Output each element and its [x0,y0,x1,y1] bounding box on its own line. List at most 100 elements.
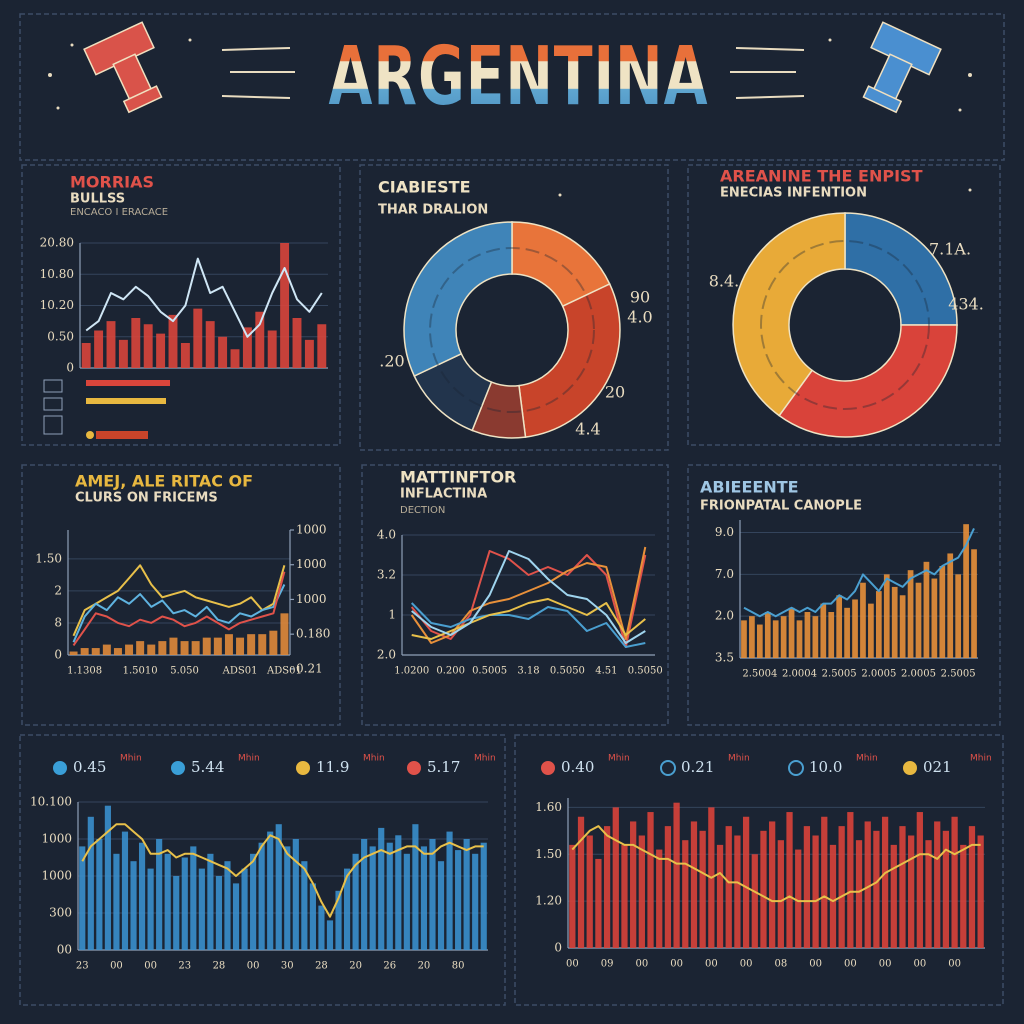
y-tick-label: 0.50 [47,329,74,343]
y-tick-label: 1000 [41,832,72,846]
y2-tick-label: 1000 [296,592,327,606]
y-tick-label: 7.0 [715,567,734,581]
bar [907,570,914,658]
bar [788,607,795,658]
bar [180,343,190,368]
bar [301,861,308,950]
bar [673,802,680,948]
bar [960,844,967,948]
bar [96,839,103,950]
y2-tick-label: 1000 [296,523,327,537]
annotation: .20 [379,352,404,371]
bar [883,574,890,658]
bar [873,830,880,948]
bar [772,620,779,658]
bar [247,634,256,655]
chart-subtitle: FRIONPATAL CANOPLE [700,499,862,514]
annotation: 7.1A. [929,240,971,259]
bar [224,634,233,655]
bar [420,846,428,950]
x-tick-label: 00 [110,961,123,972]
x-tick-label: 00 [566,959,579,970]
bar [777,840,784,948]
bar [87,816,94,950]
bar [786,812,793,948]
x-tick-label: 00 [948,959,961,970]
bar [751,854,758,948]
x-tick-label: 20 [349,961,362,972]
bar [378,827,385,950]
bar [236,637,245,655]
stat-label: Mhin [856,754,878,764]
bar [180,641,189,655]
bar [942,830,950,948]
bar [603,826,611,948]
bar [292,839,299,950]
bar [102,644,111,655]
bar [169,637,178,655]
x-tick-label: 08 [774,959,787,970]
panel [21,164,341,446]
y-tick-label: 10.100 [30,795,72,809]
bar [193,308,203,368]
bar [472,853,479,950]
bar [207,853,214,950]
bar [241,868,248,950]
bar [94,330,104,368]
bar [852,599,858,658]
bar [951,816,958,948]
bar [213,637,222,655]
bar [147,644,156,655]
bar [255,311,265,368]
bar [638,835,645,948]
stat-value: 0.45 [73,758,106,776]
stat-value: 11.9 [316,758,349,776]
bar [780,616,787,658]
x-tick-label: 0.200 [436,666,465,677]
bar [656,849,663,948]
chart-subtitle: THAR DRALION [378,203,488,218]
chart-note: ENCACO I ERACACE [70,207,168,218]
bar [403,853,410,950]
y2-tick-label: 0.180 [296,627,330,641]
bar [760,830,767,948]
bar [734,835,741,948]
bar [812,616,819,658]
bar [756,624,763,658]
bar [569,844,576,948]
bar [875,591,882,658]
stat-dot [903,761,917,775]
y-tick-label: 2.0 [377,648,396,662]
bar [158,641,167,655]
y-tick-label: 1000 [41,869,72,883]
x-tick-label: 23 [178,961,191,972]
donut-segment [732,212,846,417]
y-tick-label: 1.50 [535,847,562,861]
y2-tick-label: 1000 [296,557,327,571]
stat-label: Mhin [120,754,142,764]
bar [915,582,922,658]
y-tick-label: 00 [57,943,72,957]
x-tick-label: 00 [670,959,683,970]
bar [844,607,850,658]
bar [749,616,755,658]
line [743,527,975,618]
stat-dot [53,761,67,775]
x-tick-label: 00 [879,959,892,970]
bar [923,561,930,658]
x-tick-label: 00 [144,961,157,972]
line [571,825,981,903]
x-tick-label: 5.050 [170,666,199,677]
bar [955,574,962,658]
x-tick-label: 00 [705,959,718,970]
bar [796,620,803,658]
stat-dot [541,761,555,775]
donut-segment [403,221,513,377]
bar [864,821,871,948]
stat-label: Mhin [728,754,750,764]
bar [716,844,724,948]
annotation: 20 [605,383,625,402]
bar [131,318,141,368]
y-tick-label: 3.5 [715,651,734,665]
x-tick-label: 09 [601,959,614,970]
